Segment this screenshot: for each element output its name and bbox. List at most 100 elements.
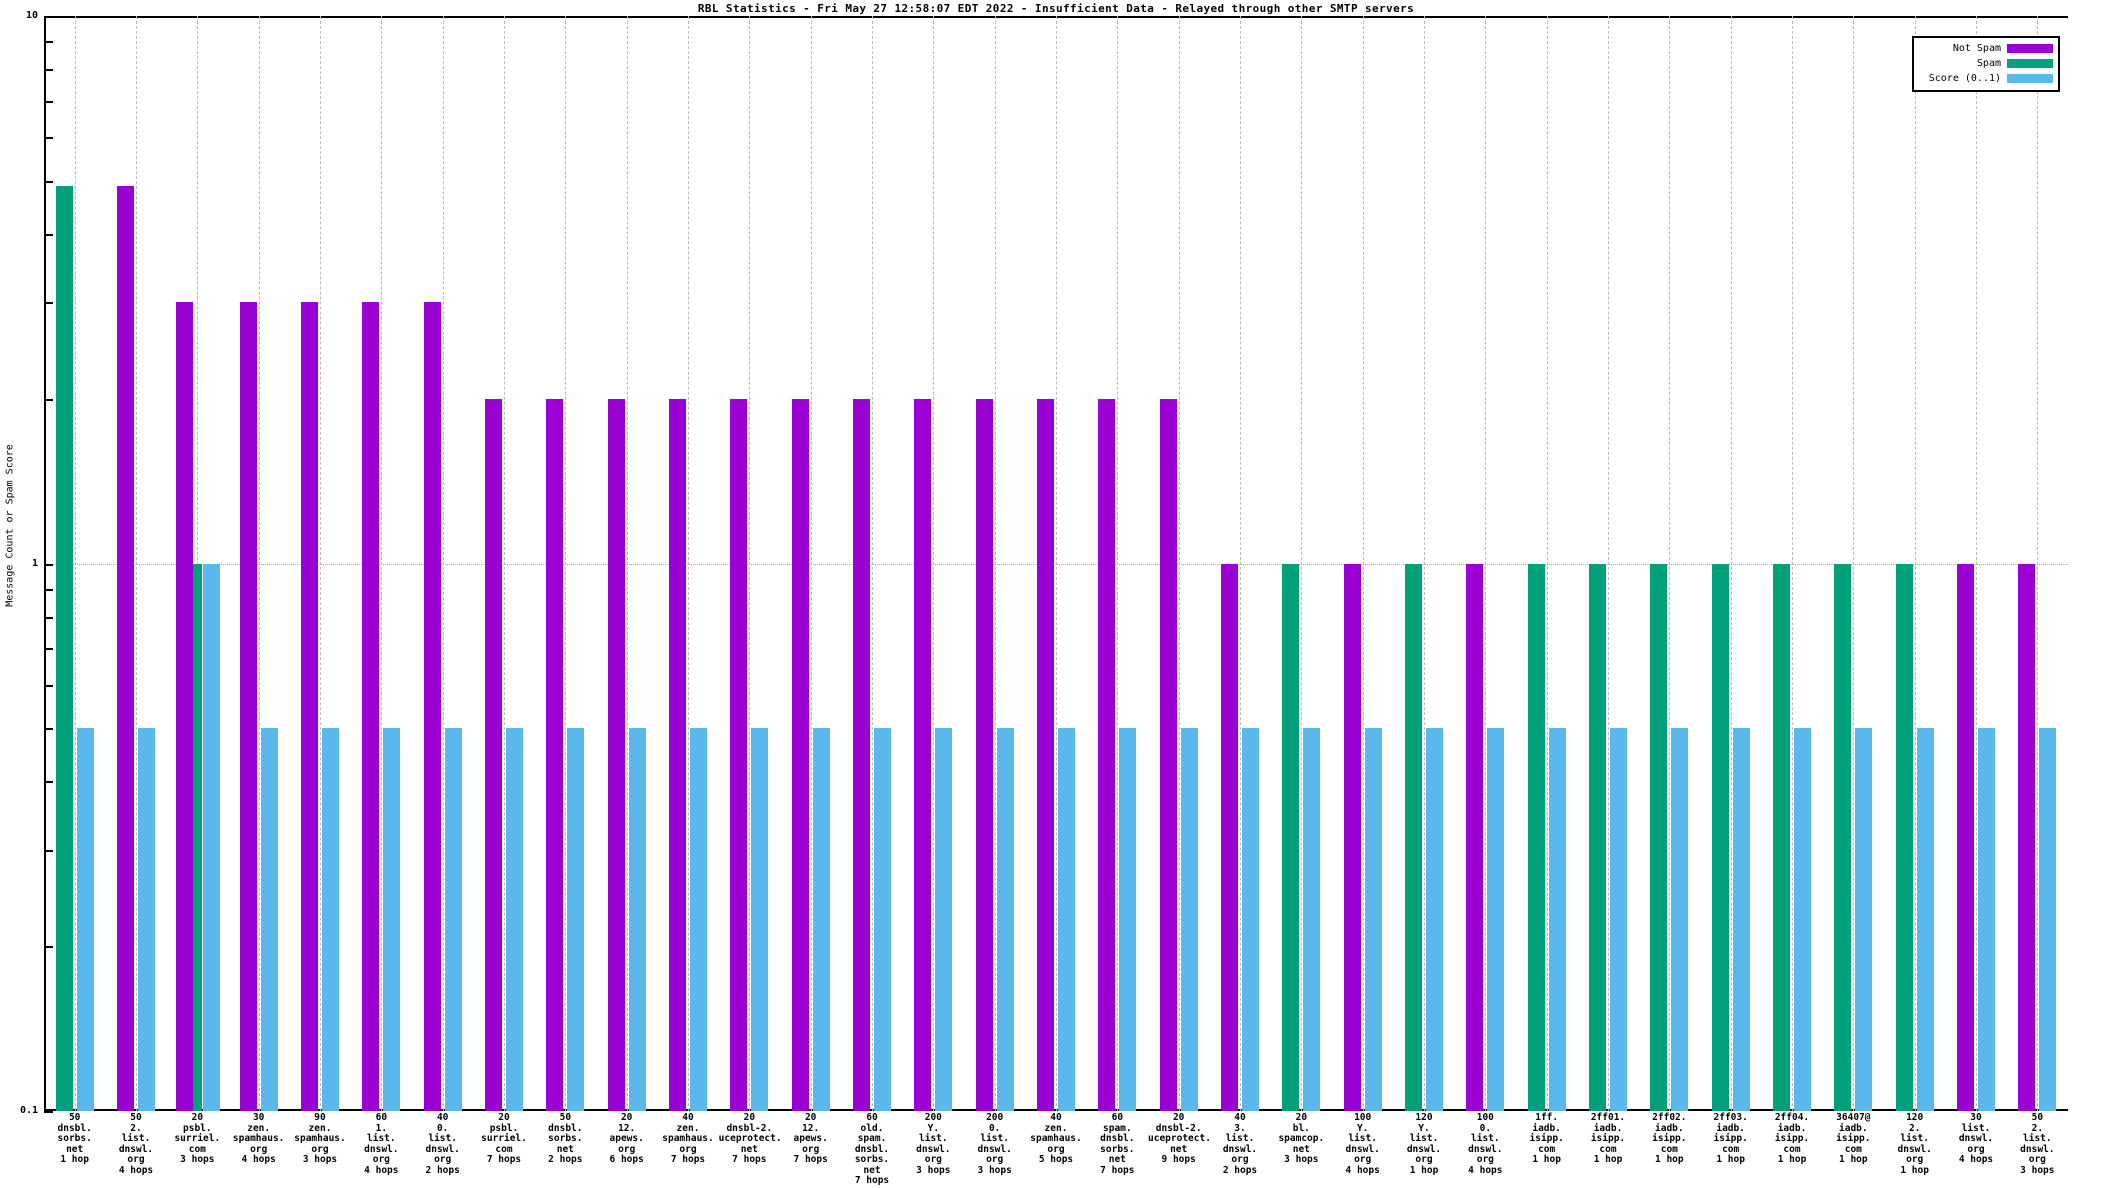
bar-score (1426, 728, 1443, 1111)
x-axis-tick-label: 20 12. apews. org 6 hops (609, 1112, 644, 1165)
gridline-vertical (74, 16, 76, 1111)
x-axis-tick-label: 120 Y. list. dnswl. org 1 hop (1406, 1112, 1442, 1176)
gridline-vertical (872, 16, 873, 1111)
gridline-vertical (1301, 16, 1303, 1111)
gridline-vertical (2037, 16, 2039, 1111)
bar-score (1303, 728, 1321, 1111)
bar-not-spam (730, 398, 748, 1111)
y-tick-minor (44, 728, 53, 731)
gridline-vertical (994, 16, 996, 1111)
legend-swatch (2007, 74, 2053, 83)
bar-score (1794, 728, 1811, 1111)
bar-not-spam (607, 398, 625, 1111)
gridline-vertical (1976, 16, 1977, 1111)
x-axis-tick-label: 120 2. list. dnswl. org 1 hop (1897, 1112, 1932, 1176)
bar-not-spam (176, 302, 194, 1111)
bar-score (383, 728, 401, 1111)
y-tick-major (44, 1111, 53, 1113)
gridline-vertical (381, 16, 383, 1111)
bar-spam (1711, 563, 1729, 1111)
bar-score (203, 563, 221, 1111)
bar-not-spam (546, 398, 564, 1111)
gridline-vertical (504, 16, 505, 1111)
bar-spam (1650, 563, 1668, 1111)
bar-score (2039, 728, 2057, 1111)
bar-score (1548, 728, 1566, 1111)
x-axis-labels: 50 dnsbl. sorbs. net 1 hop 50 2. list. dn… (44, 1112, 2068, 1188)
gridline-vertical (1424, 16, 1425, 1111)
y-tick-label: 10 (25, 10, 38, 21)
x-axis-tick-label: 90 zen. spamhaus. org 3 hops (294, 1112, 346, 1165)
x-axis-tick-label: 20 12. apews. org 7 hops (793, 1112, 828, 1165)
x-axis-tick-label: 60 old. spam. dnsbl. sorbs. net 7 hops (854, 1112, 890, 1186)
bar-spam (1834, 563, 1852, 1111)
bar-not-spam (791, 398, 809, 1111)
y-tick-minor (44, 233, 53, 236)
bar-spam (1773, 563, 1790, 1111)
bar-score (996, 728, 1014, 1111)
y-axis-label: Message Count or Spam Score (4, 443, 16, 607)
gridline-vertical (1853, 16, 1855, 1111)
gridline-vertical (565, 16, 567, 1111)
legend: Not Spam Spam Score (0..1) (1912, 36, 2060, 92)
bar-score (1855, 728, 1873, 1111)
bar-not-spam (914, 398, 932, 1111)
x-axis-tick-label: 2ff04. iadb. isipp. com 1 hop (1774, 1112, 1810, 1165)
bar-not-spam (117, 185, 134, 1111)
y-tick-major (44, 16, 53, 18)
x-axis-tick-label: 20 dnsbl-2. uceprotect. net 9 hops (1148, 1112, 1211, 1165)
y-tick-minor (44, 781, 53, 784)
bar-not-spam (1957, 563, 1974, 1111)
x-axis-tick-label: 40 zen. spamhaus. org 7 hops (662, 1112, 714, 1165)
gridline-vertical (320, 16, 321, 1111)
y-tick-minor (44, 41, 53, 44)
bar-score (812, 728, 830, 1111)
gridline-vertical (1485, 16, 1487, 1111)
bar-not-spam (1098, 398, 1116, 1111)
bar-not-spam (1466, 563, 1484, 1111)
y-tick-minor (44, 302, 53, 305)
bar-score (1916, 728, 1934, 1111)
bar-spam (55, 185, 73, 1111)
x-axis-tick-label: 40 3. list. dnswl. org 2 hops (1222, 1112, 1258, 1176)
bar-spam (1895, 563, 1913, 1111)
bar-score (690, 728, 707, 1111)
bar-score (260, 728, 278, 1111)
x-axis-tick-label: 20 dnsbl-2. uceprotect. net 7 hops (718, 1112, 782, 1165)
y-tick-minor (44, 648, 53, 651)
x-axis-tick-label: 20 bl. spamcop. net 3 hops (1278, 1112, 1325, 1165)
x-axis-tick-label: 200 0. list. dnswl. org 3 hops (977, 1112, 1012, 1176)
gridline-vertical (1914, 16, 1916, 1111)
bar-not-spam (2018, 563, 2036, 1111)
bar-score (1487, 728, 1505, 1111)
y-tick-minor (44, 588, 53, 591)
x-axis-tick-label: 60 spam. dnsbl. sorbs. net 7 hops (1100, 1112, 1135, 1176)
gridline-vertical (688, 16, 689, 1111)
x-axis-tick-label: 40 zen. spamhaus. org 5 hops (1030, 1112, 1082, 1165)
y-tick-minor (44, 137, 53, 140)
gridline-vertical (1730, 16, 1732, 1111)
x-axis-tick-label: 20 psbl. surriel. com 3 hops (174, 1112, 221, 1165)
bar-score (1610, 728, 1627, 1111)
bar-spam (1405, 563, 1422, 1111)
bar-score (138, 728, 155, 1111)
legend-item: Spam (1919, 57, 2053, 70)
bar-score (1732, 728, 1750, 1111)
bar-score (322, 728, 339, 1111)
gridline-vertical (1792, 16, 1793, 1111)
bar-not-spam (362, 302, 380, 1111)
bar-score (506, 728, 523, 1111)
x-axis-tick-label: 50 2. list. dnswl. org 3 hops (2020, 1112, 2055, 1176)
y-tick-minor (44, 849, 53, 852)
y-tick-major (44, 563, 53, 566)
bar-not-spam (485, 398, 502, 1111)
x-axis-tick-label: 30 zen. spamhaus. org 4 hops (232, 1112, 285, 1165)
legend-label: Not Spam (1952, 43, 2001, 54)
bar-score (628, 728, 646, 1111)
y-tick-minor (44, 100, 53, 103)
legend-label: Score (0..1) (1928, 73, 2001, 84)
x-axis-tick-label: 200 Y. list. dnswl. org 3 hops (916, 1112, 951, 1176)
bar-not-spam (423, 302, 441, 1111)
legend-swatch (2007, 59, 2053, 68)
